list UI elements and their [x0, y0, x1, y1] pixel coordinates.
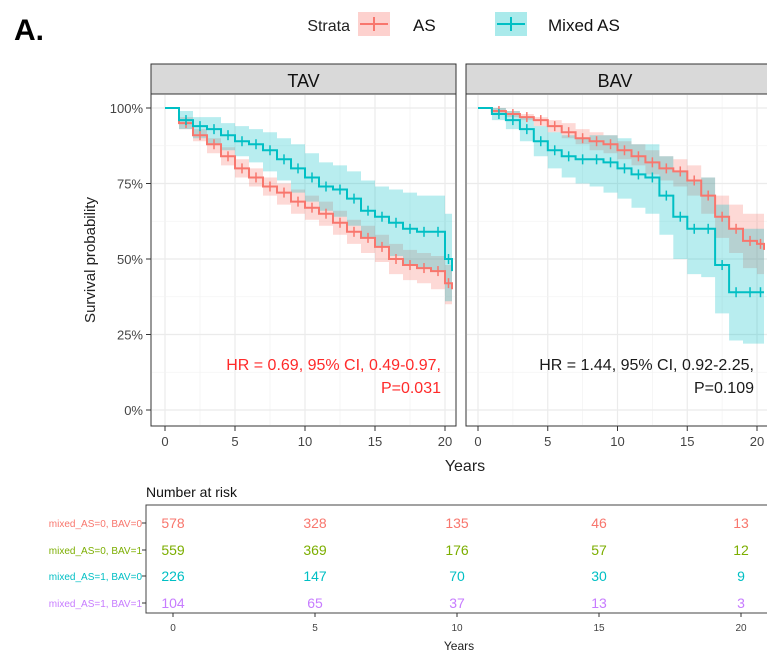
risk-count: 13	[591, 595, 607, 611]
risk-count: 37	[449, 595, 465, 611]
x-tick-label: 5	[231, 434, 238, 449]
ci-band-mixed-as	[478, 108, 764, 344]
x-tick-label: 0	[474, 434, 481, 449]
risk-row-label: mixed_AS=1, BAV=0	[49, 572, 143, 583]
risk-count: 46	[591, 515, 607, 531]
legend-label-mixed-as: Mixed AS	[548, 16, 620, 35]
risk-x-tick-label: 0	[170, 623, 176, 634]
panel-tav: TAV HR = 0.69, 95% CI, 0.49-0.97, P=0.03…	[150, 63, 457, 449]
risk-x-tick-label: 15	[593, 623, 605, 634]
y-axis-title: Survival probability	[82, 197, 99, 323]
y-tick-label: 100%	[110, 101, 144, 116]
hr-annotation-tav-line2: P=0.031	[381, 380, 441, 397]
curves-bav	[478, 106, 765, 298]
risk-count: 30	[591, 568, 607, 584]
risk-table-frame	[145, 504, 767, 614]
curves-tav	[165, 107, 453, 290]
panel-label: A.	[14, 14, 44, 47]
risk-count: 57	[591, 542, 607, 558]
legend: Strata AS Mixed AS	[307, 12, 620, 36]
hr-annotation-tav-line1: HR = 0.69, 95% CI, 0.49-0.97,	[226, 357, 441, 374]
grid-bav	[467, 95, 767, 425]
x-ticks-tav: 0 5 10 15 20	[161, 426, 452, 449]
y-ticks: 0% 25% 50% 75% 100%	[110, 101, 151, 418]
strip-tav	[150, 63, 457, 95]
x-tick-label: 10	[298, 434, 312, 449]
x-tick-label: 0	[161, 434, 168, 449]
plot-area-tav	[150, 93, 457, 427]
risk-count: 369	[303, 542, 327, 558]
km-curve-as	[165, 107, 453, 290]
strip-label-tav: TAV	[287, 71, 319, 91]
risk-table: Number at risk mixed_AS=0, BAV=0 578 328 13…	[49, 484, 767, 653]
panel-bav: BAV HR = 1.44, 95% CI, 0.92-2.25, P=0.10…	[465, 63, 767, 449]
risk-count: 559	[161, 542, 185, 558]
x-axis-title: Years	[445, 458, 485, 475]
hr-annotation-bav-line1: HR = 1.44, 95% CI, 0.92-2.25,	[539, 357, 754, 374]
km-curve-mixed-as	[478, 107, 764, 294]
legend-label-as: AS	[413, 16, 436, 35]
risk-row-label: mixed_AS=1, BAV=1	[49, 599, 143, 610]
y-tick-label: 25%	[117, 328, 143, 343]
x-tick-label: 20	[438, 434, 452, 449]
risk-count: 3	[737, 595, 745, 611]
risk-count: 70	[449, 568, 465, 584]
risk-x-tick-label: 10	[451, 623, 463, 634]
strip-label-bav: BAV	[598, 71, 633, 91]
legend-item-as: AS	[358, 12, 436, 36]
risk-table-title: Number at risk	[146, 484, 238, 500]
x-tick-label: 5	[544, 434, 551, 449]
risk-count: 328	[303, 515, 327, 531]
risk-count: 65	[307, 595, 323, 611]
x-tick-label: 10	[610, 434, 624, 449]
risk-x-tick-label: 5	[312, 623, 318, 634]
x-tick-label: 20	[750, 434, 764, 449]
risk-count: 104	[161, 595, 185, 611]
risk-count: 176	[445, 542, 469, 558]
x-ticks-bav: 0 5 10 15 20	[474, 426, 764, 449]
risk-count: 226	[161, 568, 185, 584]
legend-title: Strata	[307, 18, 350, 35]
risk-count: 578	[161, 515, 185, 531]
ci-band-as	[165, 108, 452, 314]
risk-count: 12	[733, 542, 749, 558]
y-tick-label: 50%	[117, 252, 143, 267]
x-tick-label: 15	[368, 434, 382, 449]
risk-count: 9	[737, 568, 745, 584]
risk-table-rows: mixed_AS=0, BAV=0 578 328 135 46 13 mixed_AS=0…	[49, 515, 749, 611]
x-tick-label: 15	[680, 434, 694, 449]
risk-x-tick-label: 20	[735, 623, 747, 634]
risk-table-x-title: Years	[444, 639, 474, 653]
risk-count: 13	[733, 515, 749, 531]
risk-count: 147	[303, 568, 327, 584]
risk-row-label: mixed_AS=0, BAV=1	[49, 546, 143, 557]
risk-table-x-ticks: 0 5 10 15 20	[170, 613, 747, 634]
legend-item-mixed-as: Mixed AS	[495, 12, 620, 36]
km-curve-as	[478, 107, 765, 250]
hr-annotation-bav-line2: P=0.109	[694, 380, 754, 397]
y-tick-label: 75%	[117, 177, 143, 192]
risk-count: 135	[445, 515, 469, 531]
risk-row-label: mixed_AS=0, BAV=0	[49, 519, 143, 530]
y-tick-label: 0%	[124, 403, 143, 418]
